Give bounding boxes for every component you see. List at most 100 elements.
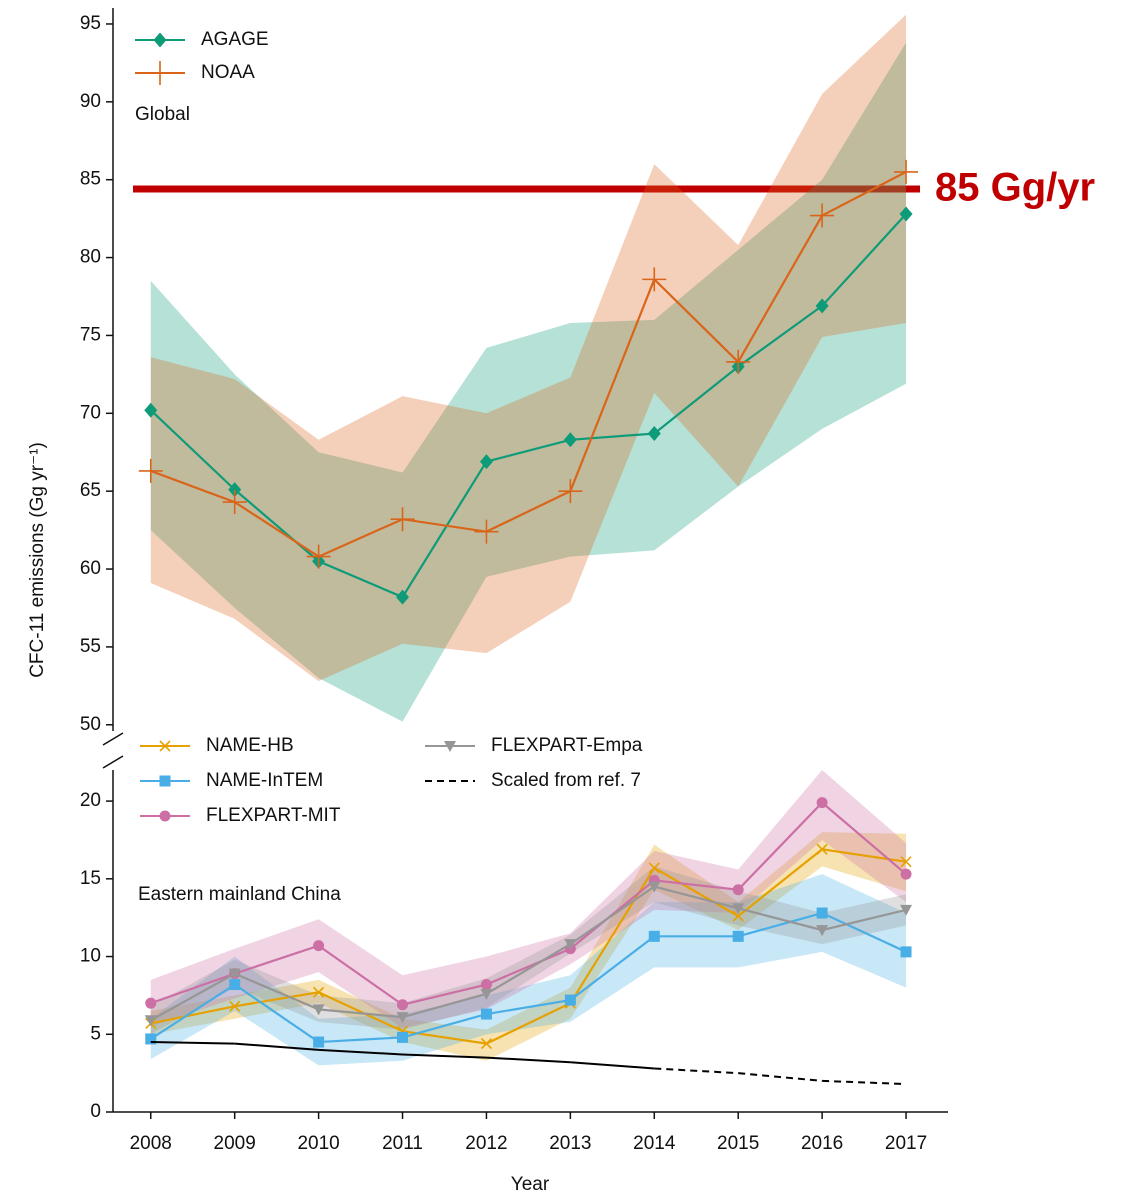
marker: [390, 507, 415, 532]
line-segment: [570, 1061, 655, 1070]
marker: [145, 1033, 157, 1045]
line-segment: [402, 1053, 487, 1059]
line-segment: [318, 1048, 403, 1056]
marker: [306, 544, 331, 569]
marker: [900, 904, 913, 916]
marker: [899, 206, 913, 222]
marker: [816, 797, 828, 809]
legend-label: NOAA: [201, 62, 255, 83]
marker: [732, 930, 744, 942]
marker: [222, 490, 247, 515]
marker: [647, 426, 661, 442]
marker: [228, 968, 241, 980]
marker: [564, 994, 576, 1006]
marker: [900, 946, 912, 958]
band: [150, 14, 907, 682]
marker: [229, 1000, 241, 1012]
panel-label: Global: [135, 104, 190, 125]
line: [150, 801, 907, 1006]
marker: [563, 432, 577, 448]
legend-label: Scaled from ref. 7: [491, 770, 641, 791]
panel-label: Eastern mainland China: [138, 884, 341, 905]
marker: [396, 1012, 409, 1024]
marker: [313, 1036, 325, 1048]
marker: [816, 907, 828, 919]
marker: [228, 482, 242, 498]
marker: [159, 740, 171, 752]
marker: [312, 1004, 325, 1016]
y-tick-label: 0: [90, 1101, 101, 1122]
x-tick-label: 2009: [214, 1133, 256, 1154]
axis-break: [102, 755, 124, 769]
marker: [726, 349, 751, 374]
x-tick-label: 2015: [717, 1133, 759, 1154]
marker: [894, 159, 919, 184]
line-segment: [822, 1079, 907, 1086]
marker: [148, 61, 172, 85]
marker: [159, 810, 171, 822]
line: [150, 848, 907, 1045]
y-tick-label: 55: [80, 636, 101, 657]
marker: [480, 1008, 492, 1020]
marker: [138, 458, 163, 483]
y-tick-label: 75: [80, 324, 101, 345]
marker: [564, 939, 577, 951]
marker: [810, 203, 835, 228]
y-tick-label: 5: [90, 1023, 101, 1044]
marker: [397, 999, 409, 1011]
marker: [558, 479, 583, 504]
marker: [479, 454, 493, 470]
line: [150, 885, 907, 1022]
marker: [900, 868, 912, 880]
x-tick-label: 2016: [801, 1133, 843, 1154]
marker: [816, 925, 829, 937]
y-tick-label: 20: [80, 790, 101, 811]
marker: [732, 903, 745, 915]
marker: [480, 988, 493, 1000]
y-axis-title: CFC-11 emissions (Gg yr⁻¹): [27, 442, 48, 678]
x-tick-label: 2012: [465, 1133, 507, 1154]
band: [150, 874, 907, 1066]
legend-label: FLEXPART-Empa: [491, 735, 643, 756]
x-tick-label: 2011: [382, 1133, 423, 1154]
x-tick-label: 2014: [633, 1133, 676, 1154]
y-tick-label: 70: [80, 402, 101, 423]
marker: [144, 1015, 157, 1027]
y-tick-label: 85: [80, 169, 101, 190]
line: [150, 170, 907, 558]
marker: [648, 881, 661, 893]
marker: [732, 910, 744, 922]
line-segment: [654, 1067, 739, 1075]
y-tick-label: 90: [80, 91, 101, 112]
band: [150, 832, 907, 1061]
line-segment: [486, 1056, 571, 1064]
line-segment: [150, 1041, 235, 1045]
y-tick-label: 15: [80, 868, 101, 889]
marker: [313, 986, 325, 998]
x-tick-label: 2013: [549, 1133, 591, 1154]
axis-break: [102, 732, 124, 746]
legend-label: NAME-HB: [206, 735, 294, 756]
marker: [153, 32, 167, 48]
y-tick-label: 95: [80, 13, 101, 34]
marker: [648, 862, 660, 874]
marker: [474, 519, 499, 544]
band: [150, 866, 907, 1035]
x-tick-label: 2017: [885, 1133, 927, 1154]
line-segment: [234, 1042, 319, 1051]
y-tick-label: 10: [80, 946, 101, 967]
line: [150, 213, 907, 599]
marker: [144, 402, 158, 418]
marker: [397, 1031, 409, 1043]
marker: [816, 843, 828, 855]
marker: [145, 997, 157, 1009]
marker: [480, 1038, 493, 1050]
x-tick-label: 2010: [297, 1133, 339, 1154]
line: [150, 911, 907, 1044]
marker: [229, 979, 241, 991]
marker: [815, 298, 829, 314]
marker: [159, 775, 171, 787]
y-tick-label: 60: [80, 558, 101, 579]
y-tick-label: 50: [80, 714, 101, 735]
marker: [642, 267, 667, 292]
